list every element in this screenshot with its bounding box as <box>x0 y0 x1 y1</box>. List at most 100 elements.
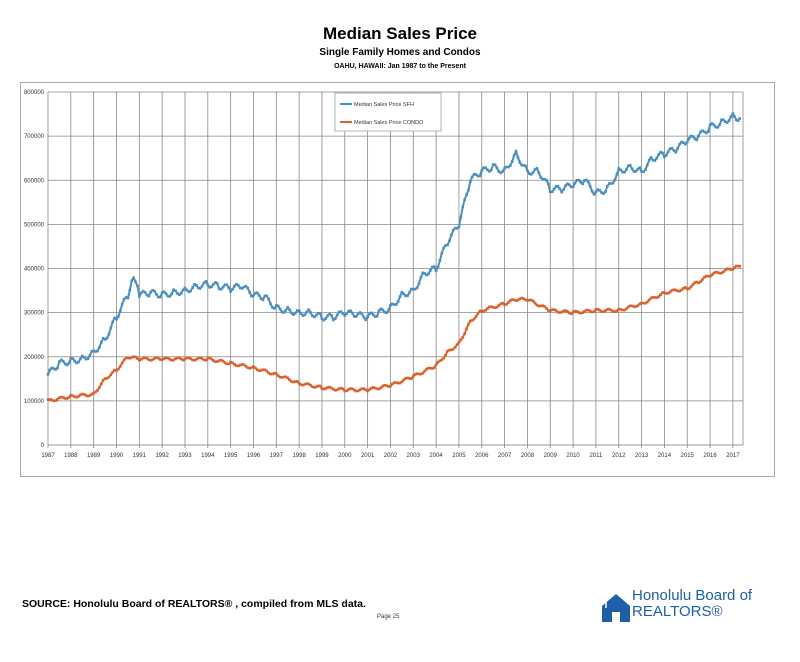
data-point-sfh <box>77 360 80 364</box>
data-point-sfh <box>316 311 320 315</box>
x-tick-label: 1994 <box>201 453 215 459</box>
data-point-sfh <box>432 265 436 268</box>
data-point-sfh <box>655 156 659 160</box>
data-point-condo <box>174 357 177 361</box>
data-point-condo <box>613 310 617 314</box>
data-point-sfh <box>200 284 204 288</box>
data-point-sfh <box>640 170 643 173</box>
data-point-condo <box>600 310 603 313</box>
data-point-condo <box>693 281 697 284</box>
data-point-sfh <box>202 281 206 285</box>
data-point-condo <box>172 358 175 362</box>
data-point-sfh <box>556 184 560 188</box>
data-point-condo <box>362 387 366 391</box>
data-point-condo <box>98 386 101 389</box>
data-point-condo <box>398 381 402 385</box>
data-point-condo <box>607 307 611 311</box>
data-point-sfh <box>699 130 702 134</box>
x-tick-label: 2005 <box>452 453 466 459</box>
data-point-sfh <box>651 158 655 162</box>
data-point-sfh <box>592 192 596 196</box>
data-point-condo <box>446 349 449 353</box>
data-point-sfh <box>606 184 609 188</box>
data-point-condo <box>489 305 493 308</box>
data-point-sfh <box>617 167 621 170</box>
data-point-condo <box>313 386 316 389</box>
data-point-condo <box>212 359 215 362</box>
data-point-condo <box>155 356 158 359</box>
data-point-condo <box>644 301 647 305</box>
data-point-condo <box>736 264 740 268</box>
data-point-condo <box>356 389 360 393</box>
data-point-sfh <box>579 180 582 184</box>
data-point-sfh <box>170 292 173 296</box>
data-point-sfh <box>665 153 668 157</box>
data-point-condo <box>470 319 474 322</box>
data-point-sfh <box>139 291 143 295</box>
data-point-condo <box>60 395 63 399</box>
data-point-sfh <box>229 290 232 293</box>
data-point-sfh <box>621 170 624 174</box>
house-palm-icon <box>600 591 630 622</box>
data-point-condo <box>425 367 428 371</box>
data-point-sfh <box>598 189 602 192</box>
data-point-sfh <box>520 163 524 167</box>
data-point-condo <box>151 358 154 361</box>
data-point-condo <box>689 285 693 289</box>
x-tick-label: 2011 <box>589 453 603 459</box>
data-point-sfh <box>602 192 605 195</box>
data-point-sfh <box>326 314 329 317</box>
data-point-condo <box>649 296 653 300</box>
data-point-condo <box>413 373 417 376</box>
data-point-sfh <box>413 287 417 291</box>
data-point-condo <box>88 394 92 397</box>
data-point-condo <box>153 357 156 360</box>
data-point-condo <box>539 304 543 308</box>
data-point-condo <box>303 383 307 386</box>
data-point-condo <box>602 310 605 313</box>
data-point-condo <box>581 311 584 314</box>
data-point-sfh <box>440 251 444 255</box>
data-point-condo <box>332 388 335 391</box>
data-point-sfh <box>577 178 581 182</box>
data-point-sfh <box>63 362 67 366</box>
data-point-condo <box>238 363 242 367</box>
x-tick-label: 2016 <box>703 453 717 459</box>
data-point-sfh <box>657 153 661 156</box>
data-point-sfh <box>729 115 733 118</box>
data-point-condo <box>647 298 651 302</box>
data-point-condo <box>286 376 290 380</box>
data-point-sfh <box>134 280 137 284</box>
data-point-condo <box>69 393 73 397</box>
data-point-condo <box>396 381 400 385</box>
data-point-sfh <box>250 294 253 298</box>
x-tick-label: 2007 <box>498 453 512 459</box>
data-point-condo <box>678 289 681 293</box>
x-tick-label: 2014 <box>658 453 672 459</box>
data-point-sfh <box>722 118 725 122</box>
data-point-condo <box>566 310 569 313</box>
data-point-condo <box>162 357 166 360</box>
data-point-condo <box>594 307 598 311</box>
data-point-condo <box>564 309 567 312</box>
data-point-sfh <box>79 357 82 361</box>
data-point-sfh <box>434 269 438 273</box>
data-point-condo <box>77 395 80 398</box>
data-point-sfh <box>421 271 425 275</box>
data-point-condo <box>592 310 596 313</box>
data-point-sfh <box>666 150 670 153</box>
data-point-condo <box>160 358 164 362</box>
data-point-sfh <box>311 314 314 318</box>
data-point-sfh <box>685 140 689 144</box>
data-point-condo <box>567 311 571 315</box>
data-point-condo <box>699 280 702 284</box>
data-point-sfh <box>354 315 358 318</box>
x-tick-label: 1989 <box>87 453 101 459</box>
data-point-condo <box>684 286 687 289</box>
data-point-condo <box>547 309 550 312</box>
data-point-condo <box>528 298 531 302</box>
data-point-condo <box>294 380 297 383</box>
data-point-sfh <box>282 311 286 314</box>
data-point-sfh <box>469 180 472 183</box>
data-point-sfh <box>90 350 94 353</box>
